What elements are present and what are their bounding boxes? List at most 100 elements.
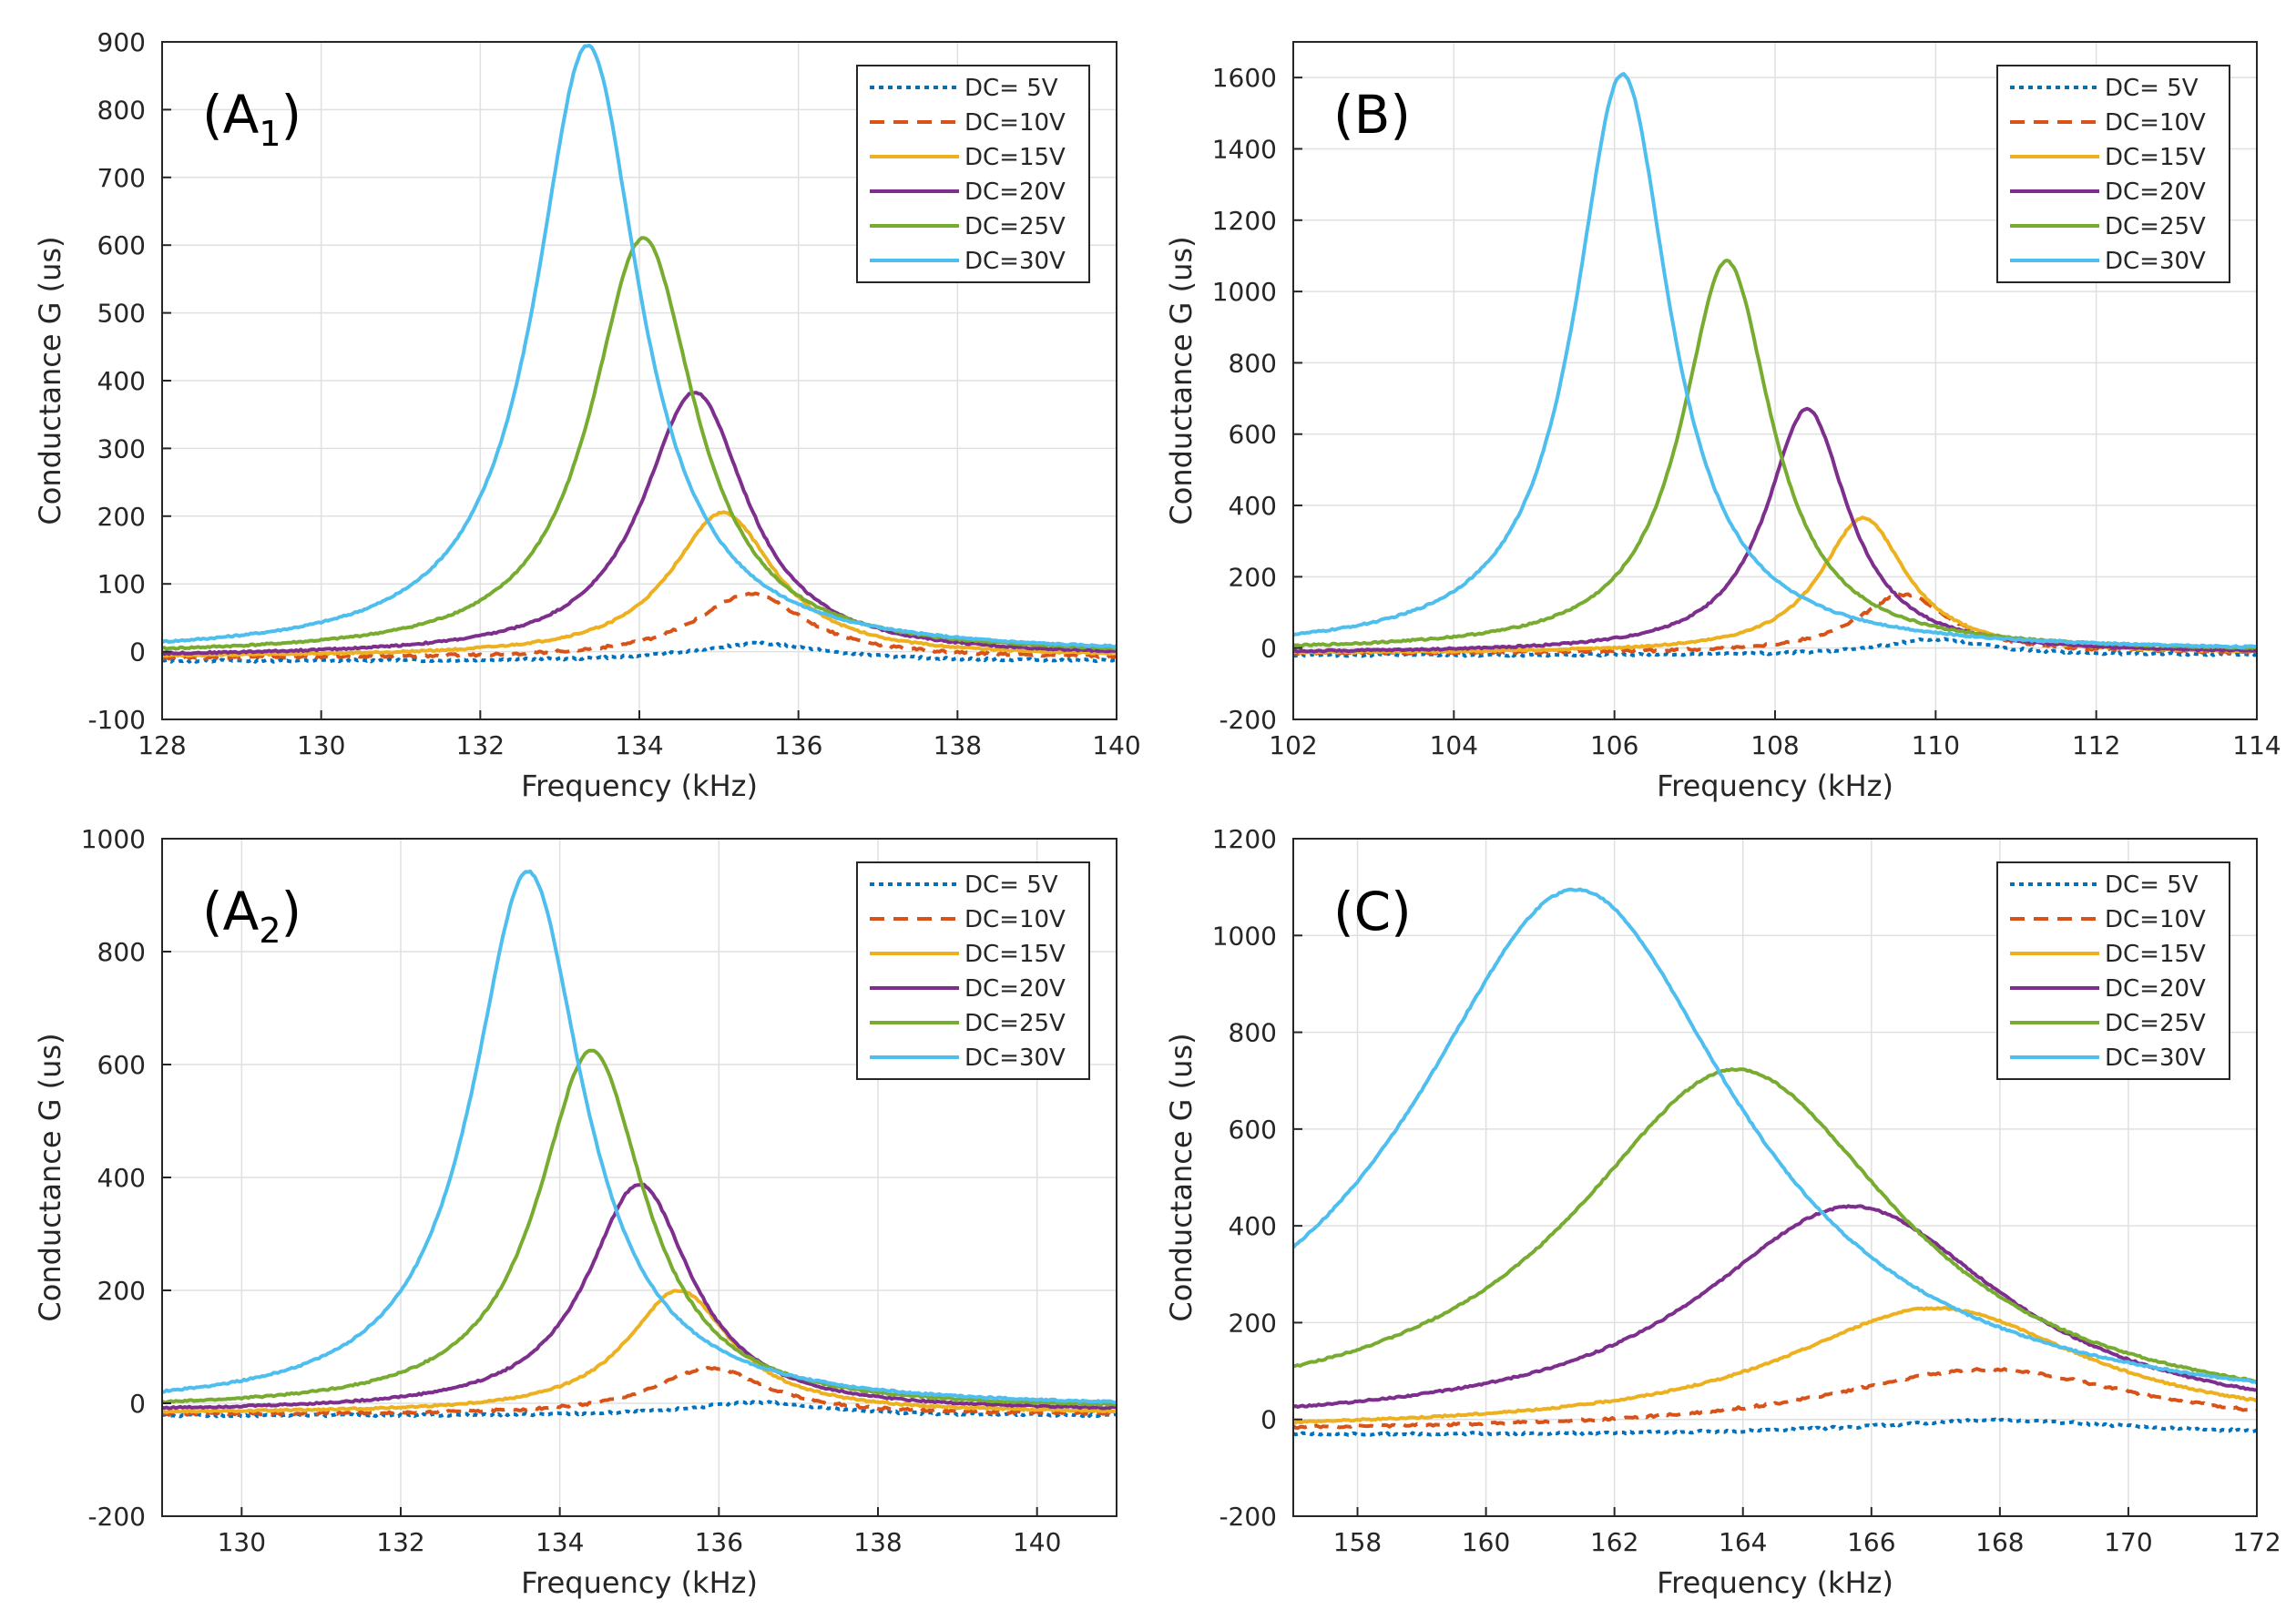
x-tick-label: 136 bbox=[695, 1527, 743, 1557]
series-line-dc30 bbox=[1293, 72, 2257, 649]
series-line-dc10 bbox=[162, 1365, 1117, 1417]
y-tick-label: 400 bbox=[97, 366, 146, 396]
y-tick-label: 400 bbox=[1229, 491, 1277, 521]
series-line-dc5 bbox=[162, 640, 1117, 664]
y-tick-label: 200 bbox=[97, 502, 146, 532]
y-tick-label: 700 bbox=[97, 163, 146, 193]
y-tick-label: 1400 bbox=[1212, 134, 1277, 164]
series-line-dc10 bbox=[1293, 1367, 2257, 1431]
y-tick-label: 0 bbox=[1260, 1405, 1277, 1435]
series-line-dc20 bbox=[162, 1182, 1117, 1411]
y-tick-label: 100 bbox=[97, 569, 146, 599]
y-tick-label: 600 bbox=[97, 1050, 146, 1080]
y-tick-label: -200 bbox=[1219, 705, 1277, 735]
x-tick-label: 140 bbox=[1013, 1527, 1061, 1557]
legend-box bbox=[856, 861, 1090, 1080]
y-tick-label: 400 bbox=[97, 1163, 146, 1193]
x-tick-label: 130 bbox=[218, 1527, 266, 1557]
x-tick-label: 104 bbox=[1430, 730, 1478, 760]
y-tick-label: -200 bbox=[1219, 1502, 1277, 1532]
legend-label: DC=10V bbox=[2105, 906, 2206, 933]
legend-label: DC=30V bbox=[964, 1044, 1066, 1072]
legend: DC= 5V DC=10V DC=15V DC=20V DC=25V DC=30V bbox=[856, 861, 1090, 1080]
panel-a1: 128 130 132 134 136 138 140 -100 0 100 200 300 400 50… bbox=[33, 27, 1141, 803]
y-tick-label: 900 bbox=[97, 27, 146, 57]
x-axis-label: Frequency (kHz) bbox=[1657, 769, 1893, 803]
series-line-dc20 bbox=[1293, 406, 2257, 654]
x-tick-label: 166 bbox=[1847, 1527, 1895, 1557]
x-tick-label: 112 bbox=[2072, 730, 2120, 760]
y-tick-label: 1600 bbox=[1212, 63, 1277, 93]
legend-label: DC=20V bbox=[2105, 975, 2206, 1003]
legend-box bbox=[856, 65, 1090, 283]
x-axis-label: Frequency (kHz) bbox=[1657, 1565, 1893, 1600]
x-tick-label: 162 bbox=[1590, 1527, 1638, 1557]
legend-label: DC=10V bbox=[964, 109, 1066, 137]
series-group bbox=[162, 44, 1117, 664]
series-line-dc15 bbox=[162, 1289, 1117, 1414]
x-tick-label: 102 bbox=[1269, 730, 1317, 760]
legend-label: DC=10V bbox=[964, 906, 1066, 933]
legend-label: DC=25V bbox=[2105, 213, 2206, 240]
legend-label: DC=30V bbox=[2105, 1044, 2206, 1072]
panel-label-subscript: 2 bbox=[259, 911, 281, 951]
series-line-dc20 bbox=[162, 391, 1117, 657]
legend: DC= 5V DC=10V DC=15V DC=20V DC=25V DC=30V bbox=[1996, 861, 2230, 1080]
y-axis-label: Conductance G (us) bbox=[33, 236, 67, 525]
series-line-dc30 bbox=[162, 869, 1117, 1405]
x-tick-label: 168 bbox=[1975, 1527, 2024, 1557]
x-tick-label: 160 bbox=[1462, 1527, 1510, 1557]
x-tick-label: 134 bbox=[615, 730, 663, 760]
legend-label: DC= 5V bbox=[964, 75, 1058, 102]
legend-label: DC=20V bbox=[964, 975, 1066, 1003]
y-tick-label: 1000 bbox=[1212, 921, 1277, 951]
series-line-dc30 bbox=[1293, 887, 2257, 1385]
panel-label-close: ) bbox=[281, 881, 302, 943]
x-axis-label: Frequency (kHz) bbox=[521, 1565, 758, 1600]
y-tick-label: 200 bbox=[1229, 562, 1277, 592]
series-group bbox=[1293, 887, 2257, 1438]
legend-label: DC=30V bbox=[2105, 248, 2206, 275]
legend-label: DC= 5V bbox=[2105, 871, 2199, 899]
y-axis-label: Conductance G (us) bbox=[33, 1033, 67, 1321]
y-tick-label: 600 bbox=[97, 230, 146, 260]
legend: DC= 5V DC=10V DC=15V DC=20V DC=25V DC=30V bbox=[1996, 65, 2230, 283]
series-line-dc10 bbox=[1293, 592, 2257, 657]
series-line-dc20 bbox=[1293, 1204, 2257, 1409]
series-line-dc25 bbox=[1293, 1067, 2257, 1383]
x-tick-label: 106 bbox=[1590, 730, 1638, 760]
x-tick-label: 164 bbox=[1719, 1527, 1767, 1557]
legend-label: DC= 5V bbox=[964, 871, 1058, 899]
panel-label-subscript: 1 bbox=[259, 114, 281, 154]
x-tick-label: 132 bbox=[376, 1527, 424, 1557]
series-line-dc10 bbox=[162, 591, 1117, 661]
series-group bbox=[1293, 72, 2257, 658]
panel-label: (A2) bbox=[202, 881, 301, 951]
y-tick-label: 600 bbox=[1229, 420, 1277, 450]
legend-label: DC=15V bbox=[2105, 941, 2206, 968]
y-tick-label: 1200 bbox=[1212, 824, 1277, 854]
legend-label: DC= 5V bbox=[2105, 75, 2199, 102]
x-tick-label: 138 bbox=[934, 730, 982, 760]
panel-label: (C) bbox=[1333, 881, 1412, 943]
y-tick-label: 1000 bbox=[81, 824, 146, 854]
y-tick-label: 800 bbox=[97, 95, 146, 125]
series-line-dc5 bbox=[162, 1399, 1117, 1419]
legend-label: DC=15V bbox=[2105, 144, 2206, 171]
x-tick-label: 114 bbox=[2232, 730, 2281, 760]
series-line-dc5 bbox=[1293, 1417, 2257, 1438]
series-line-dc15 bbox=[162, 510, 1117, 658]
legend-label: DC=15V bbox=[964, 144, 1066, 171]
y-tick-label: 1200 bbox=[1212, 206, 1277, 236]
x-tick-label: 132 bbox=[456, 730, 505, 760]
x-tick-label: 130 bbox=[297, 730, 345, 760]
y-tick-label: 600 bbox=[1229, 1115, 1277, 1145]
panel-a2: 130 132 134 136 138 140 -200 0 200 400 600 800 1000 F… bbox=[33, 824, 1117, 1600]
panel-label: (A1) bbox=[202, 84, 301, 154]
panel-label: (B) bbox=[1333, 84, 1411, 146]
series-line-dc15 bbox=[1293, 1306, 2257, 1425]
series-line-dc25 bbox=[162, 1048, 1117, 1407]
x-tick-label: 110 bbox=[1912, 730, 1960, 760]
y-axis-label: Conductance G (us) bbox=[1164, 1033, 1199, 1321]
